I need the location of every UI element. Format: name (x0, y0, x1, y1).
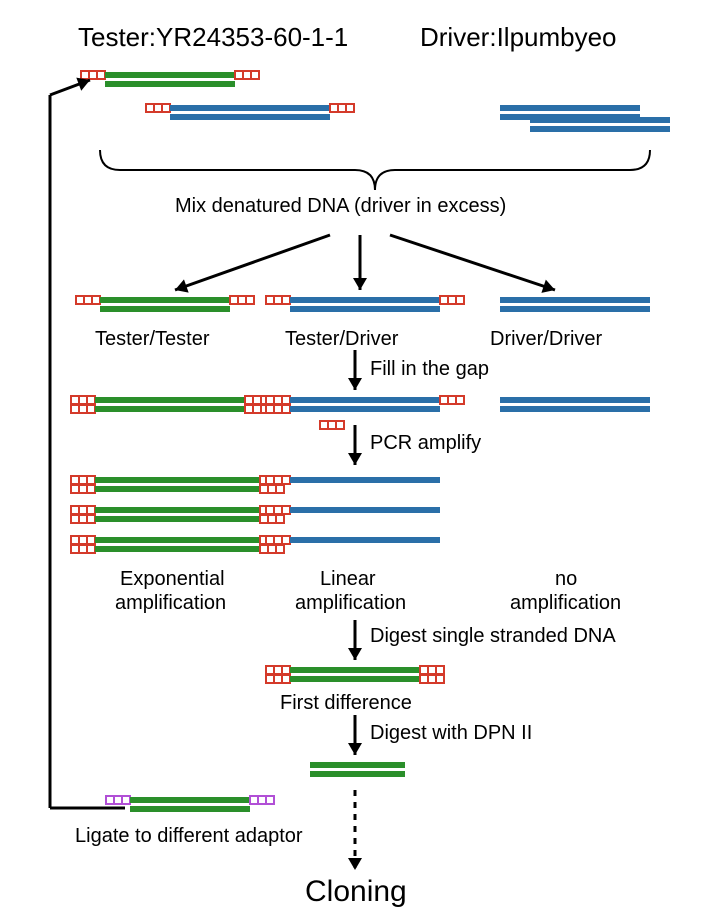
driver-label-key: Driver: (420, 22, 497, 52)
tester-label: Tester:YR24353-60-1-1 (78, 22, 348, 53)
diagram-svg (0, 0, 712, 924)
no-amp-label2: amplification (510, 592, 621, 615)
lin-amp-label1: Linear (320, 568, 376, 591)
ligate-label: Ligate to different adaptor (75, 825, 303, 848)
tester-driver-label: Tester/Driver (285, 328, 398, 351)
exp-amp-label1: Exponential (120, 568, 225, 591)
exp-amp-label2: amplification (115, 592, 226, 615)
fill-gap-label: Fill in the gap (370, 358, 489, 381)
driver-label: Driver:Ilpumbyeo (420, 22, 617, 53)
digest-ss-label: Digest single stranded DNA (370, 625, 616, 648)
driver-driver-label: Driver/Driver (490, 328, 602, 351)
pcr-label: PCR amplify (370, 432, 481, 455)
driver-label-val: Ilpumbyeo (497, 22, 617, 52)
tester-label-val: YR24353-60-1-1 (156, 22, 348, 52)
no-amp-label1: no (555, 568, 577, 591)
tester-label-key: Tester: (78, 22, 156, 52)
first-diff-label: First difference (280, 692, 412, 715)
lin-amp-label2: amplification (295, 592, 406, 615)
digest-dpn-label: Digest with DPN II (370, 722, 532, 745)
mix-step-label: Mix denatured DNA (driver in excess) (175, 195, 506, 218)
cloning-label: Cloning (305, 875, 407, 909)
tester-tester-label: Tester/Tester (95, 328, 209, 351)
